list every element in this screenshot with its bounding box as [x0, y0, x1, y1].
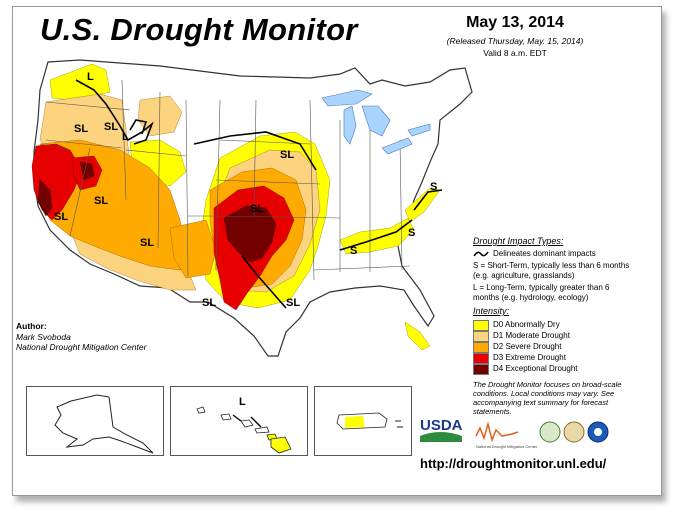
legend-long-term: L = Long-Term, typically greater than 6 … — [473, 283, 633, 303]
label-sl-south-dakota: SL — [280, 149, 294, 161]
author-heading: Author: — [16, 321, 47, 331]
label-sl-west-texas: SL — [202, 297, 216, 309]
label-s-kentucky: S — [350, 245, 357, 257]
legend-d0: D0 Abnormally Dry — [473, 319, 633, 331]
tree-icon — [539, 421, 561, 443]
legend-short-term: S = Short-Term, typically less than 6 mo… — [473, 261, 633, 281]
d0-swatch — [473, 319, 489, 331]
label-sl-nevada: SL — [94, 195, 108, 207]
long-term-text: L = Long-Term, typically greater than 6 … — [473, 283, 610, 302]
legend-dominant: Delineates dominant impacts — [473, 249, 633, 259]
label-l-hawaii: L — [239, 396, 246, 408]
author-name: Mark Svoboda — [16, 331, 71, 342]
page-title: U.S. Drought Monitor — [40, 12, 358, 47]
label-l-idaho: L — [122, 131, 129, 143]
label-sl-east-texas: SL — [286, 297, 300, 309]
puerto-rico-map — [336, 412, 403, 430]
usda-text: USDA — [420, 417, 463, 434]
ndmc-logo: National Drought Mitigation Center — [475, 421, 538, 449]
state-boundaries — [39, 79, 411, 281]
date-block: May 13, 2014 (Released Thursday, May. 15… — [420, 14, 610, 58]
release-note: (Released Thursday, May. 15, 2014) — [446, 36, 584, 46]
logos-strip: USDA National Drought Mitigation Center — [420, 417, 609, 449]
great-lakes — [321, 89, 431, 155]
dominant-impact-lines — [75, 79, 443, 309]
label-sl-colorado: SL — [250, 203, 264, 215]
agency-logos: USDA National Drought Mitigation Center — [418, 412, 618, 457]
puerto-rico-inset — [314, 386, 412, 456]
website-url[interactable]: http://droughtmonitor.unl.edu/ — [420, 456, 607, 471]
d2-label: D2 Severe Drought — [493, 341, 562, 351]
legend-d2: D2 Severe Drought — [473, 341, 633, 353]
intensity-heading: Intensity: — [473, 306, 510, 316]
conus-drought-map: L SL SL L SL SL SL SL SL SL SL S S S — [31, 59, 473, 357]
hawaii-inset: L — [170, 386, 308, 456]
label-sl-arizona: SL — [140, 237, 154, 249]
commerce-seal-icon — [563, 421, 585, 443]
impact-heading: Drought Impact Types: — [473, 236, 564, 246]
hawaii-map: L — [196, 396, 292, 454]
map-date: May 13, 2014 — [466, 14, 564, 31]
d4-label: D4 Exceptional Drought — [493, 363, 578, 373]
label-sl-idaho: SL — [104, 121, 118, 133]
d0-label: D0 Abnormally Dry — [493, 319, 560, 329]
author-org: National Drought Mitigation Center — [16, 342, 147, 352]
valid-time: Valid 8 a.m. EDT — [483, 48, 547, 58]
d4-swatch — [473, 363, 489, 375]
squiggle-icon — [473, 251, 489, 257]
d2-swatch — [473, 341, 489, 353]
d3-label: D3 Extreme Drought — [493, 352, 566, 362]
label-sl-oregon: SL — [74, 123, 88, 135]
intensity-categories: D0 Abnormally Dry D1 Moderate Drought D2… — [473, 319, 633, 375]
d3-swatch — [473, 352, 489, 364]
impact-labels: L SL SL L SL SL SL SL SL SL SL S S S — [54, 71, 437, 309]
dominant-text: Delineates dominant impacts — [493, 249, 596, 258]
d1-swatch — [473, 330, 489, 342]
legend: Drought Impact Types: Delineates dominan… — [473, 236, 633, 416]
short-term-text: S = Short-Term, typically less than 6 mo… — [473, 261, 630, 280]
alaska-map — [54, 394, 154, 454]
ndmc-text: National Drought Mitigation Center — [476, 444, 538, 449]
label-s-virginia: S — [408, 227, 415, 239]
label-s-pennsylvania: S — [430, 181, 437, 193]
label-l-washington: L — [87, 71, 94, 83]
legend-d1: D1 Moderate Drought — [473, 330, 633, 342]
author-block: Author: Mark Svoboda National Drought Mi… — [16, 321, 146, 353]
usda-logo: USDA — [420, 417, 463, 442]
label-sl-california: SL — [54, 211, 68, 223]
noaa-logos — [539, 421, 609, 443]
legend-d4: D4 Exceptional Drought — [473, 363, 633, 375]
alaska-inset — [26, 386, 164, 456]
disclaimer-note: The Drought Monitor focuses on broad-sca… — [473, 380, 622, 416]
legend-d3: D3 Extreme Drought — [473, 352, 633, 364]
d1-label: D1 Moderate Drought — [493, 330, 570, 340]
d4-areas — [37, 161, 277, 263]
